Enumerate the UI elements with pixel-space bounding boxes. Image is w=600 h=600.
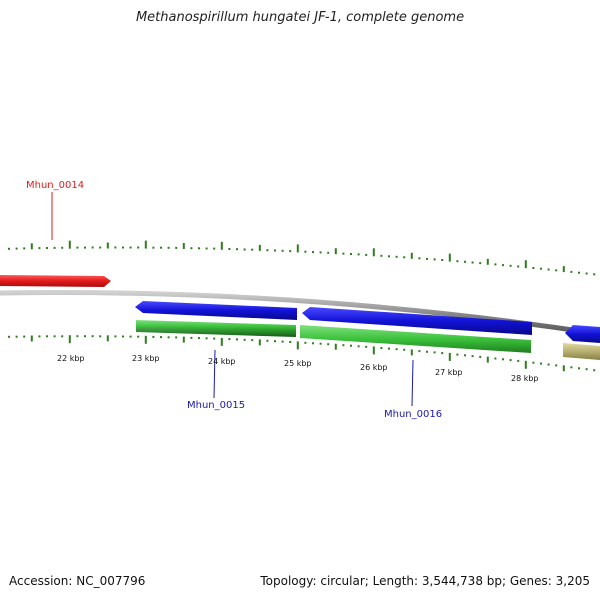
gene-label-mhun-0016: Mhun_0016 <box>384 409 442 420</box>
axis-label-23kbp: 23 kbp <box>132 354 160 363</box>
gene-mhun-0014[interactable] <box>0 275 111 287</box>
upper-tick-track <box>8 240 596 276</box>
gene-next-khaki[interactable] <box>563 343 600 360</box>
axis-label-26kbp: 26 kbp <box>360 363 388 372</box>
gene-label-mhun-0015: Mhun_0015 <box>187 400 245 411</box>
axis-label-25kbp: 25 kbp <box>284 359 312 368</box>
gene-next-blue[interactable] <box>565 325 600 343</box>
axis-label-27kbp: 27 kbp <box>435 368 463 377</box>
connector-mhun-0016 <box>411 359 414 407</box>
gene-mhun-0016-blue[interactable] <box>302 307 532 335</box>
gene-mhun-0015-green[interactable] <box>136 320 296 333</box>
gene-mhun-0015-dark-green[interactable] <box>136 327 296 337</box>
lower-tick-track <box>8 335 596 372</box>
gene-mhun-0016-green[interactable] <box>300 325 531 353</box>
connector-mhun-0015 <box>213 349 216 399</box>
axis-label-22kbp: 22 kbp <box>57 354 85 363</box>
gene-label-mhun-0014: Mhun_0014 <box>26 180 84 191</box>
axis-label-28kbp: 28 kbp <box>511 374 539 383</box>
axis-label-24kbp: 24 kbp <box>208 357 236 366</box>
genome-summary-text: Topology: circular; Length: 3,544,738 bp… <box>260 574 590 588</box>
accession-text: Accession: NC_007796 <box>9 574 146 588</box>
gene-mhun-0015-blue[interactable] <box>135 301 297 320</box>
map-title: Methanospirillum hungatei JF-1, complete… <box>135 10 465 25</box>
